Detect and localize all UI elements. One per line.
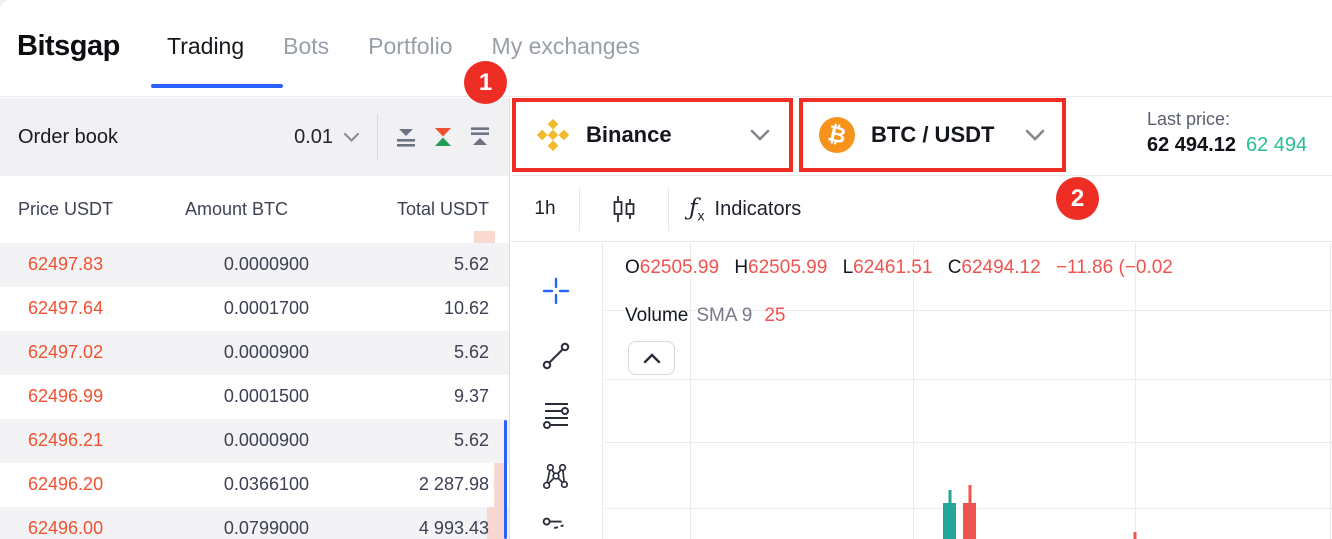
order-book-total: 4 993.43 bbox=[418, 518, 489, 538]
indicators-button[interactable]: ƒx Indicators bbox=[669, 195, 825, 224]
order-book-column-headers: Price USDT Amount BTC Total USDT bbox=[0, 176, 509, 243]
chevron-down-icon bbox=[750, 129, 770, 141]
order-book-header: Order book 0.01 bbox=[0, 98, 509, 176]
depth-bar-partial bbox=[474, 231, 495, 244]
order-book-total: 2 287.98 bbox=[418, 474, 489, 494]
order-book-panel: Order book 0.01 Price USDT Amou bbox=[0, 98, 510, 539]
ohlc-legend: O62505.99 H62505.99 L62461.51 C62494.12 … bbox=[625, 257, 1173, 278]
order-book-row[interactable]: 62496.00 0.0799000 4 993.43 bbox=[0, 507, 509, 539]
indicators-label: Indicators bbox=[714, 197, 802, 220]
order-book-amount: 0.0366100 bbox=[223, 474, 309, 494]
order-book-row[interactable]: 62497.83 0.0000900 5.62 bbox=[0, 243, 509, 287]
chevron-up-icon bbox=[643, 352, 660, 363]
chart-region: O62505.99 H62505.99 L62461.51 C62494.12 … bbox=[511, 243, 1332, 539]
chart-style-button[interactable] bbox=[580, 195, 668, 223]
last-price-label: Last price: bbox=[1147, 109, 1231, 129]
pair-name: BTC / USDT bbox=[871, 122, 995, 147]
fib-retracement-tool-icon[interactable] bbox=[541, 399, 571, 429]
chart-canvas[interactable]: O62505.99 H62505.99 L62461.51 C62494.12 … bbox=[604, 243, 1332, 539]
top-navigation: Bitsgap Trading Bots Portfolio My exchan… bbox=[0, 0, 1332, 97]
order-book-amount: 0.0000900 bbox=[223, 342, 309, 362]
price-change: −11.86 (−0.02 bbox=[1055, 257, 1173, 278]
pair-selector[interactable]: ₿ BTC / USDT bbox=[799, 98, 1066, 172]
precision-dropdown[interactable]: 0.01 bbox=[294, 126, 360, 149]
buy-depth-view-icon[interactable] bbox=[467, 124, 493, 150]
order-book-amount: 0.0000900 bbox=[223, 254, 309, 274]
collapse-pane-button[interactable] bbox=[628, 341, 675, 375]
drawing-toolbar bbox=[511, 243, 603, 539]
order-book-price: 62496.00 bbox=[28, 518, 104, 538]
candle-down bbox=[1133, 532, 1136, 539]
order-book-amount: 0.0000900 bbox=[223, 430, 309, 450]
column-price: Price USDT bbox=[18, 199, 114, 219]
divider bbox=[377, 114, 378, 160]
xabcd-pattern-tool-icon[interactable] bbox=[541, 461, 571, 491]
order-book-amount: 0.0001700 bbox=[223, 298, 309, 318]
candle-up bbox=[943, 490, 956, 539]
column-total: Total USDT bbox=[396, 199, 489, 219]
order-book-price: 62497.64 bbox=[28, 298, 104, 318]
column-amount: Amount BTC bbox=[185, 199, 289, 219]
divider bbox=[579, 187, 580, 231]
combined-depth-view-icon[interactable] bbox=[430, 124, 456, 150]
order-book-amount: 0.0799000 bbox=[223, 518, 309, 538]
order-book-row[interactable]: 62496.21 0.0000900 5.62 bbox=[0, 419, 509, 463]
precision-value: 0.01 bbox=[294, 125, 333, 148]
volume-legend: Volume SMA 9 25 bbox=[625, 305, 786, 326]
order-book-row[interactable]: 62497.64 0.0001700 10.62 bbox=[0, 287, 509, 331]
order-book-price: 62496.99 bbox=[28, 386, 104, 406]
chart-panel: Binance ₿ BTC / USDT Last price: 62 494.… bbox=[511, 98, 1332, 539]
chevron-down-icon bbox=[343, 132, 360, 142]
divider bbox=[668, 187, 669, 231]
forecast-tool-icon[interactable] bbox=[541, 515, 571, 539]
active-tab-underline bbox=[151, 84, 283, 88]
depth-bar bbox=[494, 463, 504, 507]
order-book-scrollbar[interactable] bbox=[504, 420, 507, 539]
last-price-secondary: 62 494 bbox=[1245, 134, 1308, 156]
tab-bots[interactable]: Bots bbox=[283, 33, 330, 59]
order-book-price: 62496.20 bbox=[28, 474, 104, 494]
order-book-rows: 62497.83 0.0000900 5.62 62497.64 0.0001700 10… bbox=[0, 243, 509, 539]
tab-my-exchanges[interactable]: My exchanges bbox=[491, 33, 640, 59]
order-book-view-modes bbox=[393, 124, 493, 150]
last-price-block: Last price: 62 494.12 62 494 bbox=[1147, 109, 1332, 157]
tab-portfolio[interactable]: Portfolio bbox=[368, 33, 453, 59]
tab-trading[interactable]: Trading bbox=[167, 33, 245, 59]
order-book-total: 5.62 bbox=[453, 254, 489, 274]
last-price-value: 62 494.12 bbox=[1147, 134, 1236, 156]
sell-depth-view-icon[interactable] bbox=[393, 124, 419, 150]
order-book-total: 9.37 bbox=[453, 386, 489, 406]
candlestick-icon bbox=[613, 196, 635, 222]
annotation-step-1-badge: 1 bbox=[464, 61, 507, 104]
candle-down bbox=[963, 485, 976, 539]
order-book-price: 62497.83 bbox=[28, 254, 104, 274]
chart-toolbar: 1h ƒx Indicators bbox=[511, 177, 1332, 242]
fx-icon: ƒx bbox=[689, 194, 705, 224]
order-book-price: 62497.02 bbox=[28, 342, 104, 362]
binance-logo-icon bbox=[536, 118, 570, 152]
order-book-total: 5.62 bbox=[453, 342, 489, 362]
order-book-row[interactable]: 62496.99 0.0001500 9.37 bbox=[0, 375, 509, 419]
bitsgap-logo: Bitsgap bbox=[17, 30, 120, 62]
order-book-row[interactable]: 62497.02 0.0000900 5.62 bbox=[0, 331, 509, 375]
order-book-title: Order book bbox=[18, 125, 119, 148]
chevron-down-icon bbox=[1025, 129, 1045, 141]
crosshair-tool-icon[interactable] bbox=[541, 276, 571, 306]
depth-bar bbox=[487, 507, 504, 539]
bitcoin-icon: ₿ bbox=[819, 117, 855, 153]
order-book-total: 5.62 bbox=[453, 430, 489, 450]
nav-tabs: Trading Bots Portfolio My exchanges bbox=[167, 33, 640, 60]
order-book-row[interactable]: 62496.20 0.0366100 2 287.98 bbox=[0, 463, 509, 507]
exchange-name: Binance bbox=[586, 122, 672, 147]
selector-row: Binance ₿ BTC / USDT Last price: 62 494.… bbox=[511, 98, 1332, 176]
exchange-selector[interactable]: Binance bbox=[512, 98, 793, 172]
annotation-step-2-badge: 2 bbox=[1056, 177, 1099, 220]
order-book-amount: 0.0001500 bbox=[223, 386, 309, 406]
interval-button[interactable]: 1h bbox=[534, 198, 556, 219]
order-book-total: 10.62 bbox=[443, 298, 489, 318]
trend-line-tool-icon[interactable] bbox=[541, 341, 571, 371]
order-book-price: 62496.21 bbox=[28, 430, 104, 450]
